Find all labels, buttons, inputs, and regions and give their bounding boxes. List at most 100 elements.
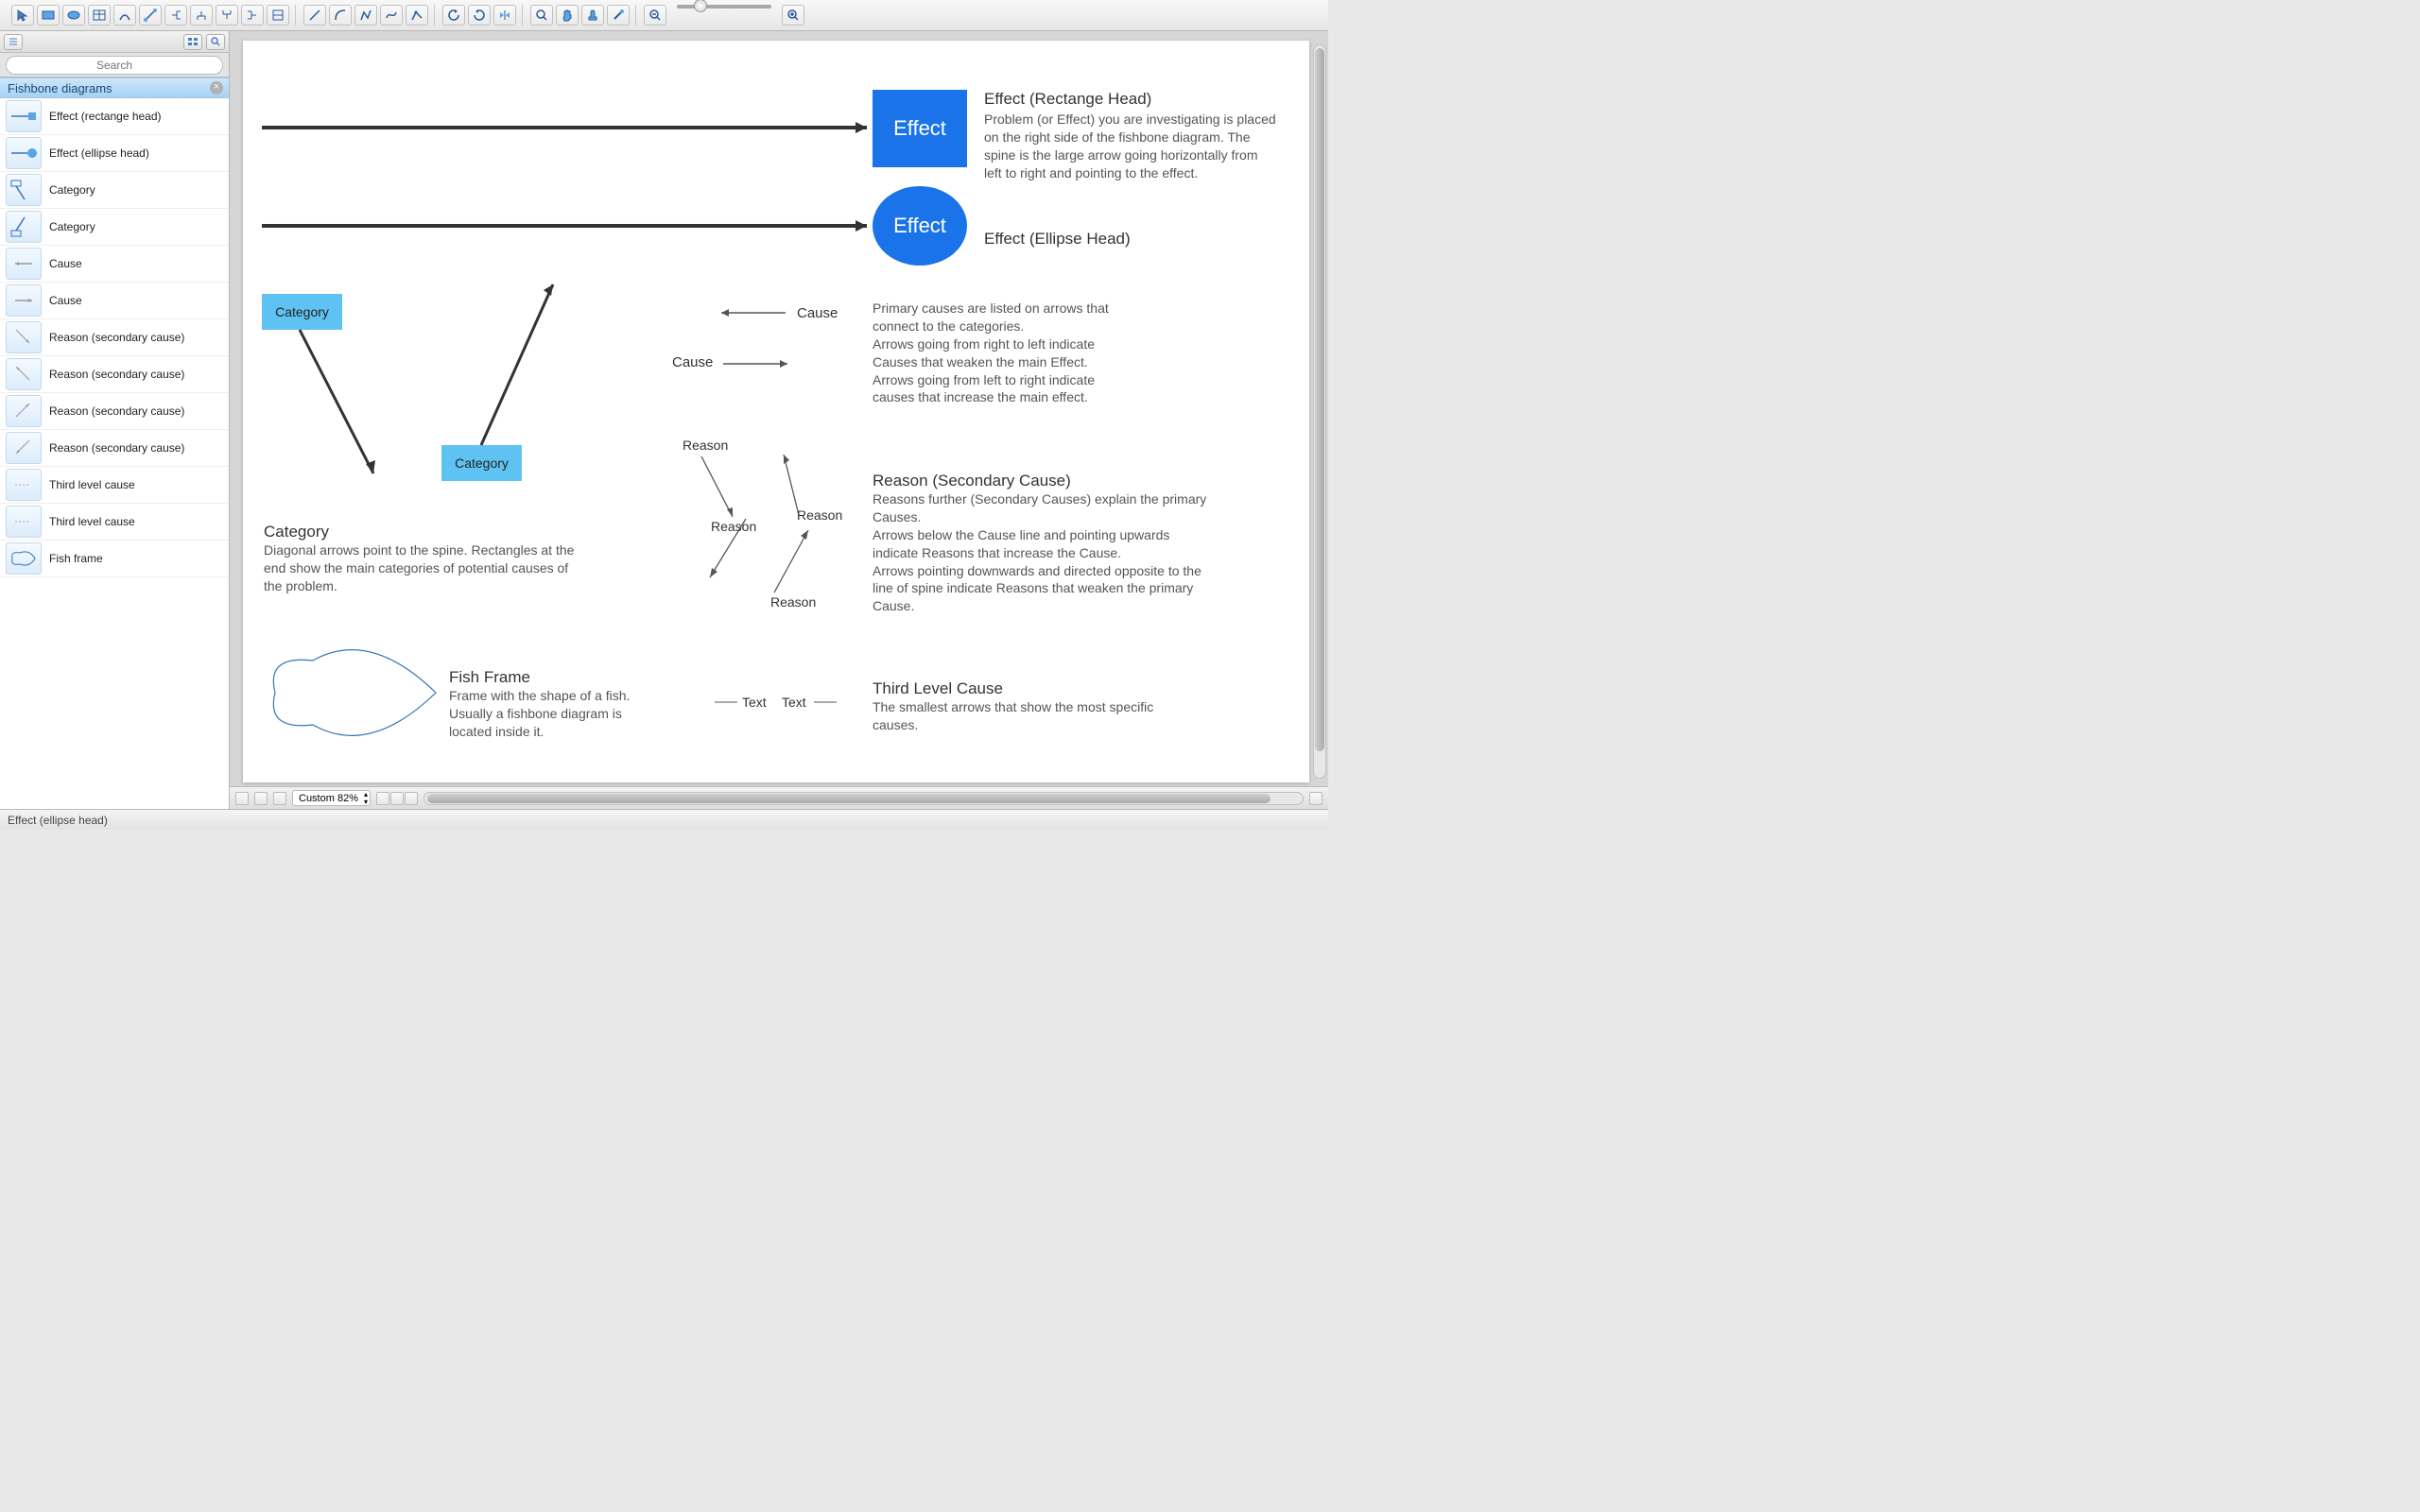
status-text: Effect (ellipse head) [8,814,108,827]
stencil-title[interactable]: Fishbone diagrams × [0,77,229,98]
layout-icon[interactable] [376,792,389,805]
vertical-scrollbar[interactable] [1313,44,1326,779]
stencil-item-label: Third level cause [49,478,135,491]
pointer-tool[interactable] [11,5,34,26]
bezier-tool[interactable] [113,5,136,26]
effect-ellipse-title: Effect (Ellipse Head) [984,230,1131,249]
stencil-item-label: Fish frame [49,552,103,565]
horizontal-scrollbar[interactable] [424,792,1304,805]
category-box[interactable]: Category [441,445,522,481]
primary-causes-desc: Primary causes are listed on arrows that… [873,300,1128,406]
tree-up-tool[interactable] [216,5,238,26]
status-bar: Effect (ellipse head) [0,809,1328,830]
effect-ellipse[interactable]: Effect [873,186,967,266]
curve-tool[interactable] [406,5,428,26]
stencil-item[interactable]: Cause [0,283,229,319]
next-page-button[interactable] [273,792,286,805]
cause-label: Cause [672,354,713,370]
arc-tool[interactable] [329,5,352,26]
canvas[interactable]: Effect Effect (Rectange Head) Problem (o… [243,41,1309,782]
canvas-area: Effect Effect (Rectange Head) Problem (o… [230,31,1328,809]
reason-label: Reason [797,507,842,523]
cause-label: Cause [797,305,838,321]
grid-view-icon[interactable] [183,34,202,50]
zoom-in-button[interactable] [782,5,804,26]
third-title: Third Level Cause [873,679,1003,698]
text-label: Text [742,695,767,710]
prev-page-button[interactable] [254,792,268,805]
tree-right-tool[interactable] [164,5,187,26]
stencil-item[interactable]: Effect (rectange head) [0,98,229,135]
reason-desc: Reasons further (Secondary Causes) expla… [873,490,1213,615]
stencil-item[interactable]: Third level cause [0,504,229,541]
close-icon[interactable]: × [210,81,223,94]
stencil-item[interactable]: Effect (ellipse head) [0,135,229,172]
category-desc: Diagonal arrows point to the spine. Rect… [264,541,585,595]
stencil-item[interactable]: Category [0,209,229,246]
stencil-item[interactable]: Cause [0,246,229,283]
top-toolbar [0,0,1328,31]
stencil-item[interactable]: Reason (secondary cause) [0,393,229,430]
stencil-item-label: Cause [49,294,82,307]
stencil-item[interactable]: Reason (secondary cause) [0,319,229,356]
effect-rectangle[interactable]: Effect [873,90,967,167]
flip-tool[interactable] [493,5,516,26]
stencil-item[interactable]: Category [0,172,229,209]
stencil-item-label: Category [49,220,95,233]
stencil-list: Effect (rectange head) Effect (ellipse h… [0,98,229,809]
panel-mode-icon[interactable] [4,34,23,50]
toolbar-group-zoom [638,5,810,26]
spline-tool[interactable] [380,5,403,26]
stencil-item[interactable]: Third level cause [0,467,229,504]
ellipse-tool[interactable] [62,5,85,26]
stencil-item-label: Cause [49,257,82,270]
connector-tool[interactable] [139,5,162,26]
shapes-panel: Fishbone diagrams × Effect (rectange hea… [0,31,230,809]
zoom-out-button[interactable] [644,5,666,26]
layout-icon[interactable] [390,792,404,805]
reason-label: Reason [683,438,728,453]
stamp-tool[interactable] [581,5,604,26]
line-tool[interactable] [303,5,326,26]
category-title: Category [264,523,329,541]
stencil-item-label: Reason (secondary cause) [49,441,184,455]
toolbar-group-shapes [6,5,296,26]
tree-horizontal-tool[interactable] [241,5,264,26]
stencil-item[interactable]: Reason (secondary cause) [0,430,229,467]
tree-down-tool[interactable] [190,5,213,26]
polyline-tool[interactable] [354,5,377,26]
reason-title: Reason (Secondary Cause) [873,472,1071,490]
table-tool[interactable] [88,5,111,26]
zoom-slider[interactable] [677,5,771,9]
search-wrap [0,53,229,77]
layout-icon[interactable] [405,792,418,805]
effect-rect-title: Effect (Rectange Head) [984,90,1151,109]
eyedropper-tool[interactable] [607,5,630,26]
stencil-item-label: Effect (rectange head) [49,110,162,123]
stencil-item-label: Category [49,183,95,197]
toolbar-group-view [525,5,636,26]
search-toggle-icon[interactable] [206,34,225,50]
mixed-tool[interactable] [267,5,289,26]
stencil-title-label: Fishbone diagrams [8,81,112,95]
search-input[interactable] [6,56,223,75]
stencil-item-label: Reason (secondary cause) [49,404,184,418]
reason-label: Reason [770,594,816,610]
rectangle-tool[interactable] [37,5,60,26]
fish-title: Fish Frame [449,668,530,687]
pan-tool[interactable] [556,5,579,26]
third-desc: The smallest arrows that show the most s… [873,698,1156,734]
rotate-left-tool[interactable] [442,5,465,26]
stencil-item-label: Reason (secondary cause) [49,331,184,344]
reason-label: Reason [711,519,756,534]
toolbar-group-transform [437,5,523,26]
zoom-select[interactable]: Custom 82%▴▾ [292,790,371,806]
pause-icon[interactable] [235,792,249,805]
rotate-right-tool[interactable] [468,5,491,26]
zoom-tool[interactable] [530,5,553,26]
stencil-item[interactable]: Fish frame [0,541,229,577]
view-options-icon[interactable] [1309,792,1322,805]
panel-header [0,31,229,53]
stencil-item[interactable]: Reason (secondary cause) [0,356,229,393]
toolbar-group-lines [298,5,435,26]
